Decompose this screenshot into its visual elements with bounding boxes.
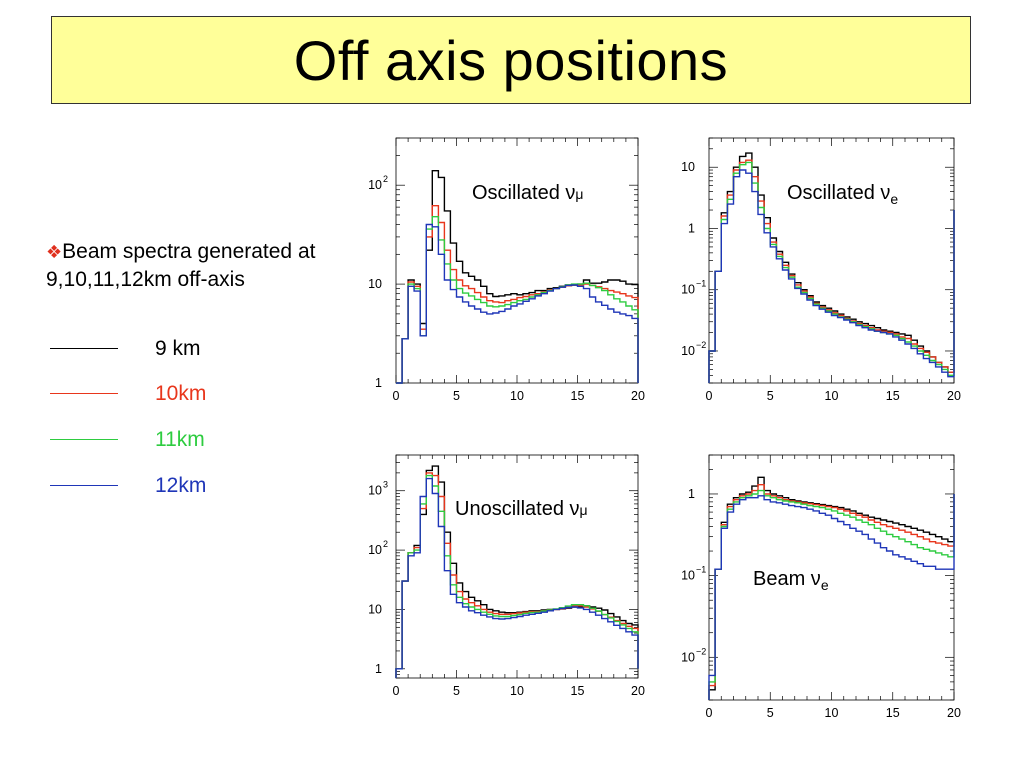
x-tick-label: 5 [767,706,774,720]
legend-swatch [50,348,118,349]
x-tick-label: 0 [393,684,400,698]
y-tick-label: 1 [375,376,382,390]
y-tick-exponent: −1 [696,279,706,289]
y-tick-label: 10 [368,602,382,616]
title-banner: Off axis positions [51,16,971,104]
histogram-11km [396,216,639,384]
histogram-9km [396,170,639,384]
y-tick-label: 10 [681,344,695,358]
chart-label: Oscillated νe [787,182,898,207]
histogram-10km [396,205,639,384]
histogram-9km [395,465,639,678]
x-tick-label: 20 [631,389,645,403]
legend-item: 9 km [50,336,250,362]
chart-label: Unoscillated νμ [455,498,588,520]
y-tick-label: 10 [681,650,695,664]
x-tick-label: 0 [706,706,713,720]
histogram-12km [396,223,639,384]
bullet-text: ❖Beam spectra generated at 9,10,11,12km … [46,238,356,294]
y-tick-label: 1 [375,662,382,676]
x-tick-label: 0 [706,389,713,403]
legend-item: 11km [50,427,250,453]
chart-label: Beam νe [753,568,829,593]
histogram-12km [708,169,955,383]
x-tick-label: 20 [947,389,961,403]
x-tick-label: 15 [886,389,900,403]
legend-label: 11km [155,428,205,451]
y-tick-label: 10 [681,569,695,583]
x-tick-label: 5 [453,684,460,698]
y-tick-label: 10 [368,543,382,557]
y-tick-label: 10 [681,283,695,297]
x-tick-label: 20 [947,706,961,720]
legend-swatch [50,439,118,440]
x-tick-label: 10 [825,706,839,720]
y-tick-exponent: −2 [696,646,706,656]
x-tick-label: 15 [571,389,585,403]
legend-swatch [50,393,118,394]
x-tick-label: 10 [510,389,524,403]
legend-item: 12km [50,473,250,499]
y-tick-exponent: 3 [383,480,388,490]
histogram-11km [708,489,955,700]
y-tick-exponent: −2 [696,340,706,350]
y-tick-label: 10 [368,178,382,192]
histogram-12km [395,477,639,678]
x-tick-label: 10 [825,389,839,403]
histogram-12km [708,494,955,700]
y-tick-label: 1 [688,487,695,501]
y-tick-exponent: −1 [696,565,706,575]
x-tick-label: 15 [571,684,585,698]
y-tick-label: 10 [368,277,382,291]
histogram-11km [395,474,639,678]
x-tick-label: 15 [886,706,900,720]
y-tick-label: 10 [368,484,382,498]
legend-label: 9 km [155,337,201,360]
chart-label: Oscillated νμ [472,182,583,204]
y-tick-exponent: 2 [383,174,388,184]
legend-item: 10km [50,381,250,407]
legend-label: 12km [155,474,207,497]
legend-swatch [50,485,118,486]
histogram-10km [708,484,955,700]
bullet-diamond-icon: ❖ [46,242,63,262]
x-tick-label: 0 [393,389,400,403]
x-tick-label: 5 [453,389,460,403]
x-tick-label: 10 [510,684,524,698]
y-tick-label: 1 [688,221,695,235]
y-tick-label: 10 [681,160,695,174]
x-tick-label: 5 [767,389,774,403]
y-tick-exponent: 2 [383,539,388,549]
x-tick-label: 20 [631,684,645,698]
page-title: Off axis positions [293,28,729,92]
bullet-body: Beam spectra generated at 9,10,11,12km o… [46,240,316,291]
legend-label: 10km [155,382,207,405]
